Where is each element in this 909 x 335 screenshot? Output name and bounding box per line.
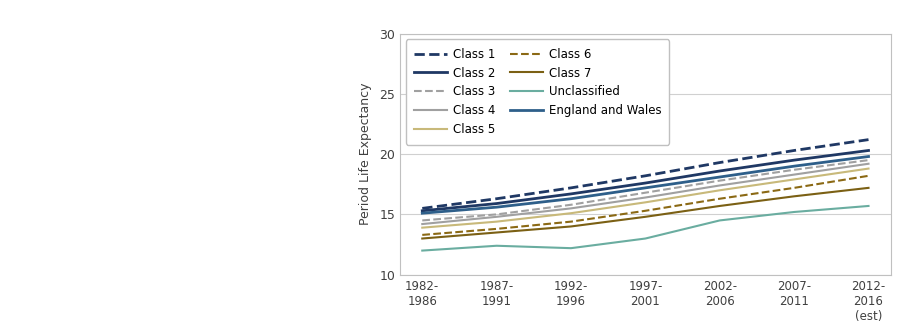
Class 5 <box>640 200 651 204</box>
England and Wales <box>491 205 502 209</box>
Class 6 <box>417 233 428 237</box>
Class 5 <box>714 188 725 192</box>
Class 3 <box>491 212 502 216</box>
Class 6 <box>863 174 874 178</box>
Class 3 <box>714 179 725 183</box>
Class 7 <box>640 215 651 219</box>
Unclassified <box>491 244 502 248</box>
Legend: Class 1, Class 2, Class 3, Class 4, Class 5, Class 6, Class 7, Unclassified, Eng: Class 1, Class 2, Class 3, Class 4, Clas… <box>405 40 669 144</box>
Class 2 <box>417 209 428 213</box>
Class 5 <box>491 220 502 224</box>
Unclassified <box>565 246 576 250</box>
Class 7 <box>417 237 428 241</box>
Line: Class 1: Class 1 <box>423 140 868 208</box>
Class 5 <box>565 211 576 215</box>
Class 5 <box>417 226 428 230</box>
Line: Class 7: Class 7 <box>423 188 868 239</box>
Class 2 <box>640 181 651 185</box>
Class 4 <box>789 173 800 177</box>
Line: Unclassified: Unclassified <box>423 206 868 251</box>
England and Wales <box>565 197 576 201</box>
Class 4 <box>640 196 651 200</box>
Class 1 <box>789 148 800 152</box>
Unclassified <box>640 237 651 241</box>
Class 6 <box>640 209 651 213</box>
Class 4 <box>417 222 428 226</box>
England and Wales <box>640 186 651 190</box>
Class 2 <box>714 169 725 173</box>
Class 4 <box>863 162 874 166</box>
Class 5 <box>789 178 800 182</box>
England and Wales <box>417 211 428 215</box>
England and Wales <box>863 154 874 158</box>
Class 1 <box>565 186 576 190</box>
Class 4 <box>714 184 725 188</box>
Class 7 <box>789 194 800 198</box>
Class 3 <box>789 168 800 172</box>
Class 3 <box>640 191 651 195</box>
Line: Class 4: Class 4 <box>423 164 868 224</box>
Class 5 <box>863 166 874 171</box>
Class 1 <box>640 174 651 178</box>
Class 6 <box>565 220 576 224</box>
Class 3 <box>863 158 874 162</box>
Class 3 <box>565 203 576 207</box>
Class 7 <box>714 204 725 208</box>
Class 6 <box>714 197 725 201</box>
X-axis label: Year: Year <box>632 334 659 335</box>
Class 2 <box>491 202 502 206</box>
England and Wales <box>714 175 725 179</box>
Class 3 <box>417 218 428 222</box>
Unclassified <box>714 218 725 222</box>
Class 1 <box>417 206 428 210</box>
Class 2 <box>863 148 874 152</box>
Class 1 <box>491 197 502 201</box>
Class 6 <box>491 227 502 231</box>
Class 6 <box>789 186 800 190</box>
Class 7 <box>863 186 874 190</box>
Class 4 <box>565 206 576 210</box>
Class 7 <box>491 230 502 234</box>
Line: Class 6: Class 6 <box>423 176 868 235</box>
Line: Class 3: Class 3 <box>423 160 868 220</box>
Unclassified <box>789 210 800 214</box>
Class 4 <box>491 215 502 219</box>
Line: England and Wales: England and Wales <box>423 156 868 213</box>
Unclassified <box>417 249 428 253</box>
Class 1 <box>863 138 874 142</box>
England and Wales <box>789 164 800 168</box>
Line: Class 2: Class 2 <box>423 150 868 211</box>
Line: Class 5: Class 5 <box>423 169 868 228</box>
Class 1 <box>714 160 725 164</box>
Class 2 <box>565 192 576 196</box>
Class 2 <box>789 158 800 162</box>
Class 7 <box>565 224 576 228</box>
Y-axis label: Period Life Expectancy: Period Life Expectancy <box>359 83 373 225</box>
Unclassified <box>863 204 874 208</box>
